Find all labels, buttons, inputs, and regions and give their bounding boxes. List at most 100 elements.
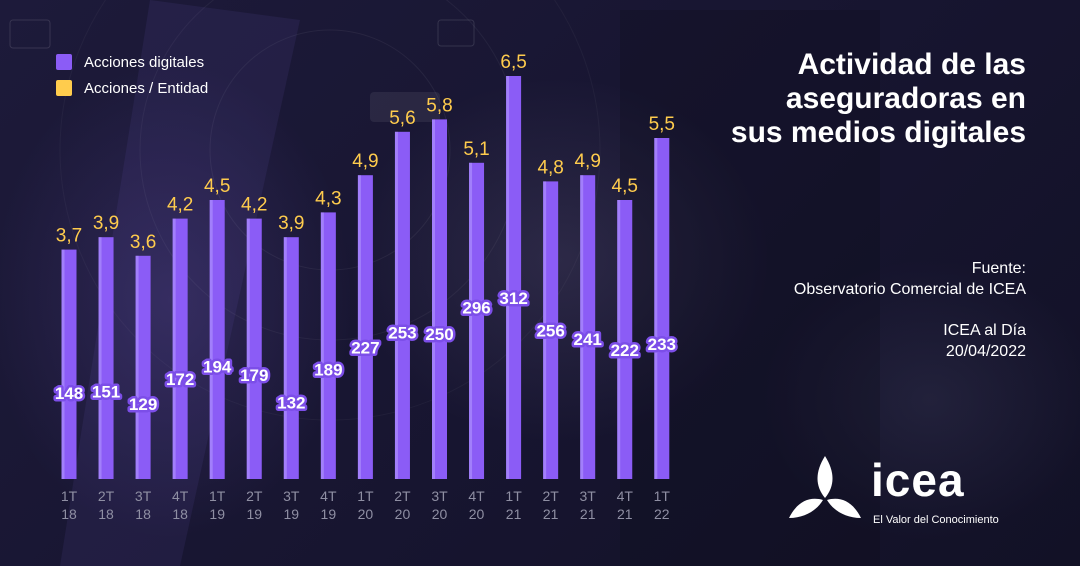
- ratio-label-12: 6,5: [500, 52, 526, 73]
- ratio-label-10: 5,8: [426, 95, 452, 116]
- legend-swatch-acciones-digitales: [56, 54, 72, 70]
- bar-highlight-11: [469, 162, 473, 480]
- x-tick-quarter-8: 1T: [357, 488, 374, 504]
- x-tick-quarter-7: 4T: [320, 488, 337, 504]
- ratio-label-2: 3,6: [130, 232, 156, 253]
- x-tick-quarter-15: 4T: [617, 488, 634, 504]
- bar-highlight-15: [617, 200, 621, 479]
- chart-title: Actividad de las aseguradoras en sus med…: [730, 48, 1026, 149]
- x-tick-year-11: 20: [469, 506, 485, 522]
- bar-highlight-10: [432, 119, 435, 480]
- ratio-label-14: 4,9: [574, 151, 600, 172]
- ratio-label-6: 3,9: [278, 213, 304, 234]
- x-tick-quarter-2: 3T: [135, 488, 152, 504]
- x-tick-year-12: 21: [506, 506, 522, 522]
- bar-3: [172, 218, 188, 479]
- count-label-3: 172: [166, 370, 194, 389]
- bar-highlight-4: [209, 200, 213, 479]
- x-tick-year-5: 19: [246, 506, 262, 522]
- x-tick-quarter-16: 1T: [654, 488, 671, 504]
- publication-date: 20/04/2022: [945, 343, 1026, 360]
- count-label-2: 129: [129, 395, 157, 414]
- bar-7: [320, 212, 336, 479]
- count-label-9: 253: [388, 323, 416, 342]
- x-tick-year-8: 20: [358, 506, 374, 522]
- bar-highlight-0: [61, 249, 65, 479]
- count-label-15: 222: [611, 341, 639, 360]
- x-tick-year-13: 21: [543, 506, 559, 522]
- bar-highlight-3: [172, 218, 176, 479]
- ratio-label-8: 4,9: [352, 151, 378, 172]
- ratio-label-7: 4,3: [315, 188, 341, 209]
- source-block: Fuente: Observatorio Comercial de ICEA: [706, 258, 1026, 300]
- ratio-label-13: 4,8: [537, 157, 563, 178]
- bar-highlight-12: [506, 76, 510, 479]
- logo-tagline: El Valor del Conocimiento: [873, 514, 999, 526]
- bar-highlight-6: [283, 237, 287, 479]
- bar-highlight-5: [246, 218, 250, 479]
- legend-item-acciones-entidad: Acciones / Entidad: [56, 76, 208, 100]
- legend-label: Acciones digitales: [84, 53, 205, 71]
- count-label-4: 194: [203, 357, 232, 376]
- count-label-13: 256: [536, 322, 564, 341]
- bar-highlight-14: [580, 175, 584, 479]
- x-tick-year-7: 19: [321, 506, 337, 522]
- bar-highlight-2: [135, 255, 139, 479]
- count-label-14: 241: [574, 330, 602, 349]
- x-tick-year-9: 20: [395, 506, 411, 522]
- bar-14: [580, 175, 596, 479]
- count-label-10: 250: [425, 325, 453, 344]
- publication-block: ICEA al Día 20/04/2022: [706, 320, 1026, 362]
- x-tick-quarter-10: 3T: [431, 488, 448, 504]
- source-name: Observatorio Comercial de ICEA: [793, 281, 1026, 298]
- bar-highlight-13: [543, 181, 547, 479]
- bar-16: [654, 138, 670, 479]
- count-label-12: 312: [499, 289, 527, 308]
- x-tick-quarter-9: 2T: [394, 488, 411, 504]
- ratio-label-1: 3,9: [93, 213, 119, 234]
- x-tick-quarter-0: 1T: [61, 488, 78, 504]
- ratio-label-11: 5,1: [463, 139, 489, 160]
- count-label-11: 296: [462, 298, 490, 317]
- x-tick-year-1: 18: [98, 506, 114, 522]
- x-tick-quarter-1: 2T: [98, 488, 115, 504]
- bar-highlight-8: [357, 175, 361, 479]
- bar-15: [617, 200, 633, 479]
- x-tick-quarter-5: 2T: [246, 488, 263, 504]
- legend-swatch-acciones-entidad: [56, 80, 72, 96]
- x-tick-year-6: 19: [284, 506, 300, 522]
- bar-1: [98, 237, 114, 479]
- x-tick-year-0: 18: [61, 506, 77, 522]
- x-tick-year-16: 22: [654, 506, 670, 522]
- bar-highlight-16: [654, 138, 658, 479]
- count-label-5: 179: [240, 366, 268, 385]
- bar-4: [209, 200, 225, 479]
- x-tick-quarter-12: 1T: [505, 488, 522, 504]
- ratio-label-0: 3,7: [56, 226, 82, 247]
- count-label-16: 233: [648, 335, 676, 354]
- bar-highlight-1: [98, 237, 102, 479]
- x-tick-year-14: 21: [580, 506, 596, 522]
- icea-logo-icon: [789, 456, 861, 518]
- chart-legend: Acciones digitales Acciones / Entidad: [56, 50, 208, 102]
- ratio-label-5: 4,2: [241, 195, 267, 216]
- source-label: Fuente:: [971, 260, 1026, 277]
- count-label-6: 132: [277, 393, 305, 412]
- bar-6: [283, 237, 299, 479]
- bar-8: [357, 175, 373, 479]
- x-tick-year-10: 20: [432, 506, 448, 522]
- bar-2: [135, 255, 151, 479]
- bar-5: [246, 218, 262, 479]
- ratio-label-3: 4,2: [167, 195, 193, 216]
- x-tick-quarter-11: 4T: [468, 488, 485, 504]
- bar-10: [432, 119, 447, 480]
- count-label-1: 151: [92, 382, 120, 401]
- logo-wordmark: icea: [871, 454, 965, 506]
- ratio-label-4: 4,5: [204, 176, 230, 197]
- x-tick-quarter-3: 4T: [172, 488, 189, 504]
- count-label-7: 189: [314, 360, 342, 379]
- bar-13: [543, 181, 559, 479]
- legend-label: Acciones / Entidad: [84, 79, 209, 97]
- bar-9: [394, 131, 410, 480]
